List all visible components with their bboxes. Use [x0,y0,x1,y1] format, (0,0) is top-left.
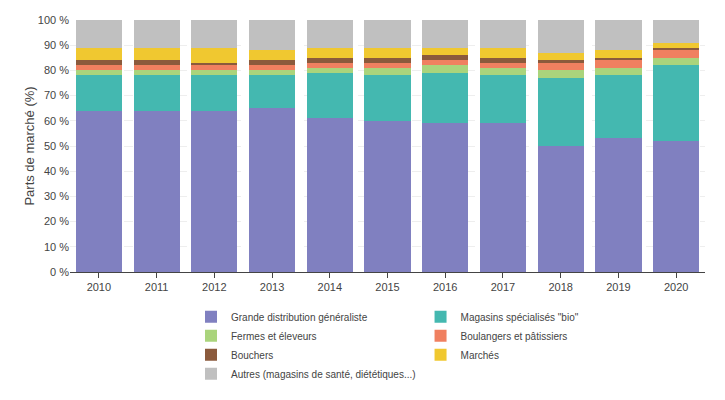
svg-text:Fermes et éleveurs: Fermes et éleveurs [231,331,317,342]
svg-text:2015: 2015 [375,281,399,293]
svg-text:30 %: 30 % [44,190,69,202]
svg-text:40 %: 40 % [44,165,69,177]
svg-text:Bouchers: Bouchers [231,350,273,361]
svg-text:Marchés: Marchés [461,350,499,361]
svg-text:2011: 2011 [145,281,169,293]
svg-text:2010: 2010 [87,281,111,293]
svg-text:Magasins spécialisés "bio": Magasins spécialisés "bio" [461,312,579,323]
svg-text:Autres (magasins de santé, dié: Autres (magasins de santé, diététiques..… [231,369,416,380]
svg-text:80 %: 80 % [44,64,69,76]
svg-text:100 %: 100 % [38,14,69,26]
svg-text:2012: 2012 [202,281,226,293]
svg-text:60 %: 60 % [44,115,69,127]
svg-text:2017: 2017 [491,281,515,293]
svg-text:2013: 2013 [260,281,284,293]
svg-text:90 %: 90 % [44,39,69,51]
svg-text:Grande distribution généralist: Grande distribution généraliste [231,312,368,323]
svg-text:50 %: 50 % [44,140,69,152]
svg-text:2020: 2020 [664,281,688,293]
svg-text:20 %: 20 % [44,215,69,227]
svg-text:70 %: 70 % [44,89,69,101]
svg-text:0 %: 0 % [50,266,69,278]
svg-text:2014: 2014 [318,281,342,293]
svg-text:Parts de marché (%): Parts de marché (%) [22,86,37,205]
svg-text:2018: 2018 [548,281,572,293]
svg-text:2019: 2019 [606,281,630,293]
svg-text:Boulangers et pâtissiers: Boulangers et pâtissiers [461,331,568,342]
svg-text:10 %: 10 % [44,241,69,253]
svg-text:2016: 2016 [433,281,457,293]
